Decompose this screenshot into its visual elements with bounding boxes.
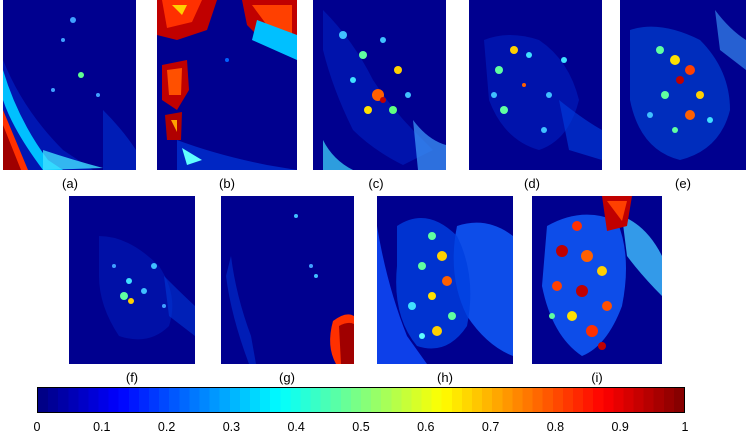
colorbar-tick-label: 0.1 bbox=[93, 420, 111, 434]
heatmap-panel-c bbox=[313, 0, 446, 170]
heatmap-panel-a bbox=[3, 0, 136, 170]
panel-label-c: (c) bbox=[368, 176, 384, 191]
heatmap-panel-e bbox=[620, 0, 746, 170]
panel-label-a: (a) bbox=[62, 176, 78, 191]
heatmap-panel-i bbox=[532, 196, 662, 364]
heatmap-c-image bbox=[313, 0, 446, 170]
panel-label-g: (g) bbox=[279, 370, 295, 385]
panel-label-i: (i) bbox=[591, 370, 603, 385]
colorbar-tick-label: 1 bbox=[681, 420, 689, 434]
heatmap-panel-f bbox=[69, 196, 195, 364]
colorbar-tick-label: 0.7 bbox=[481, 420, 500, 434]
heatmap-e-image bbox=[620, 0, 746, 170]
colorbar-tick-label: 0.2 bbox=[157, 420, 176, 434]
panel-label-d: (d) bbox=[524, 176, 540, 191]
colorbar-tick-label: 0.9 bbox=[611, 420, 629, 434]
heatmap-a-image bbox=[3, 0, 136, 170]
heatmap-panel-h bbox=[377, 196, 513, 364]
heatmap-b-image bbox=[157, 0, 297, 170]
panel-label-h: (h) bbox=[437, 370, 453, 385]
heatmap-panel-g bbox=[221, 196, 354, 364]
colorbar bbox=[37, 387, 685, 413]
panel-label-b: (b) bbox=[219, 176, 235, 191]
colorbar-tick-label: 0.4 bbox=[287, 420, 305, 434]
heatmap-panel-d bbox=[469, 0, 602, 170]
heatmap-f-image bbox=[69, 196, 195, 364]
colorbar-tick-label: 0 bbox=[33, 420, 41, 434]
heatmap-g-image bbox=[221, 196, 354, 364]
heatmap-i-image bbox=[532, 196, 662, 364]
panel-label-f: (f) bbox=[125, 370, 139, 385]
colorbar-tick-label: 0.3 bbox=[222, 420, 241, 434]
heatmap-d-image bbox=[469, 0, 602, 170]
colorbar-tick-label: 0.8 bbox=[546, 420, 565, 434]
heatmap-h-image bbox=[377, 196, 513, 364]
colorbar-tick-label: 0.6 bbox=[417, 420, 435, 434]
heatmap-panel-b bbox=[157, 0, 297, 170]
panel-label-e: (e) bbox=[675, 176, 691, 191]
colorbar-tick-label: 0.5 bbox=[352, 420, 370, 434]
